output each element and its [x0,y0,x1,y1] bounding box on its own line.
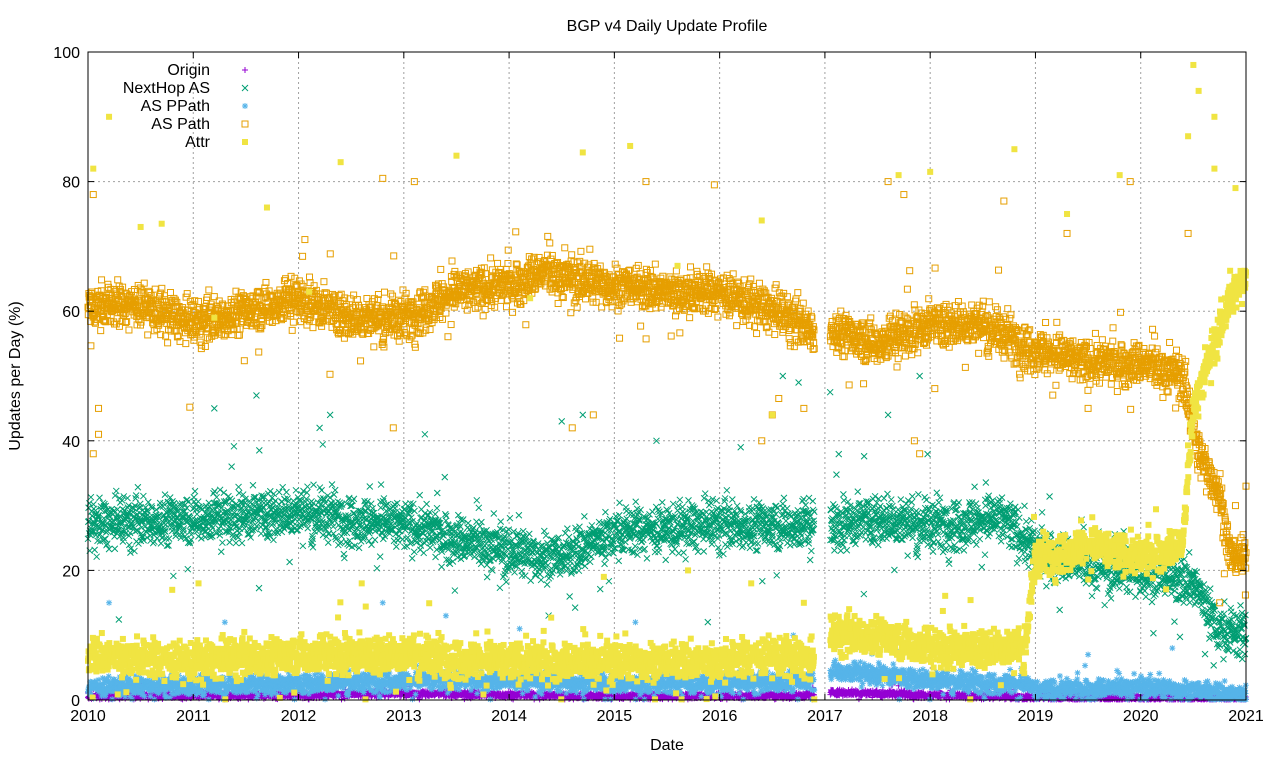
data-points [84,61,1250,703]
plot-area [88,52,1246,700]
